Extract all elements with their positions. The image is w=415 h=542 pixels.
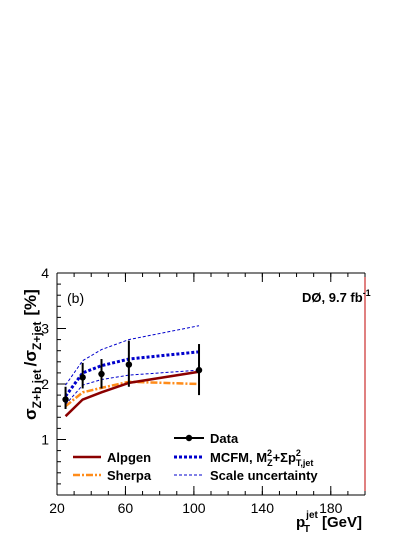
x-tick-label: 20 [49, 500, 65, 516]
data-point [125, 361, 133, 368]
y-tick-label: 2 [41, 376, 49, 392]
x-tick-label: 140 [251, 500, 275, 516]
legend-data-marker [185, 434, 193, 442]
legend-sherpa-label: Sherpa [107, 468, 152, 483]
legend-data-label: Data [210, 431, 239, 446]
legend-alpgen-label: Alpgen [107, 450, 151, 465]
y-tick-label: 4 [41, 265, 49, 281]
x-tick-label: 60 [118, 500, 134, 516]
legend-scale-label: Scale uncertainty [210, 468, 318, 483]
series-mcfm [64, 350, 200, 398]
data-point [79, 374, 86, 381]
x-tick-label: 180 [319, 500, 343, 516]
legend-mcfm-label: MCFM, M2 Z+Σp2 T,jet [210, 448, 313, 468]
x-axis-title: pjet T [GeV] [296, 510, 362, 535]
data-point [98, 370, 105, 378]
y-tick-label: 3 [41, 321, 49, 337]
y-axis-title: σZ+b jet/σZ+jet[%] [21, 289, 44, 420]
panel-label: (b) [67, 290, 84, 306]
series-alpgen [64, 370, 200, 418]
x-tick-label: 100 [182, 500, 206, 516]
data-point [62, 396, 69, 403]
y-tick-label: 1 [41, 432, 49, 448]
series-scale-up [65, 325, 200, 386]
experiment-label: DØ, 9.7 fb-1 [302, 288, 371, 305]
data-point [195, 366, 203, 374]
